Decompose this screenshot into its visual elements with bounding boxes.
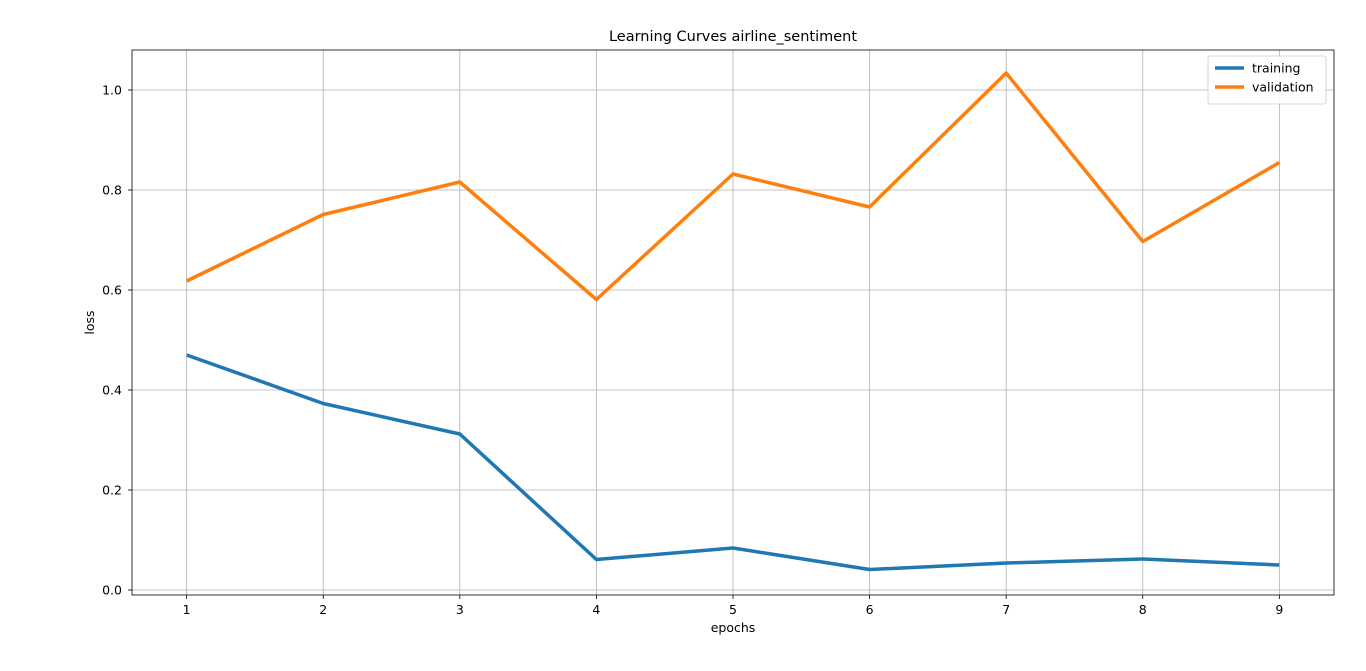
y-tick-label: 0.8	[102, 183, 122, 198]
tick-layer: 1 2 3 4 5 6 7 8 9 0.0 0.2 0.4 0.6 0.8 1.0	[102, 83, 1283, 618]
legend-label-training: training	[1252, 61, 1300, 76]
x-tick-label: 1	[183, 602, 191, 617]
series-line-validation	[185, 71, 1281, 302]
x-tick-label: 4	[592, 602, 600, 617]
y-tick-label: 0.4	[102, 383, 122, 398]
y-tick-label: 1.0	[102, 83, 122, 98]
x-tick-label: 3	[456, 602, 464, 617]
x-tick-label: 6	[866, 602, 874, 617]
series-layer	[185, 71, 1281, 572]
x-tick-label: 2	[319, 602, 327, 617]
y-tick-label: 0.6	[102, 283, 122, 298]
y-tick-label: 0.2	[102, 483, 122, 498]
y-axis-label: loss	[82, 310, 97, 334]
x-tick-label: 7	[1002, 602, 1010, 617]
x-axis-label: epochs	[711, 620, 756, 635]
chart-title: Learning Curves airline_sentiment	[609, 29, 857, 45]
x-tick-label: 9	[1275, 602, 1283, 617]
y-tick-label: 0.0	[102, 583, 122, 598]
x-tick-label: 8	[1139, 602, 1147, 617]
series-line-training	[186, 353, 1280, 572]
legend-label-validation: validation	[1252, 80, 1314, 95]
x-tick-label: 5	[729, 602, 737, 617]
legend: training validation	[1207, 55, 1327, 105]
grid-layer	[132, 50, 1334, 595]
